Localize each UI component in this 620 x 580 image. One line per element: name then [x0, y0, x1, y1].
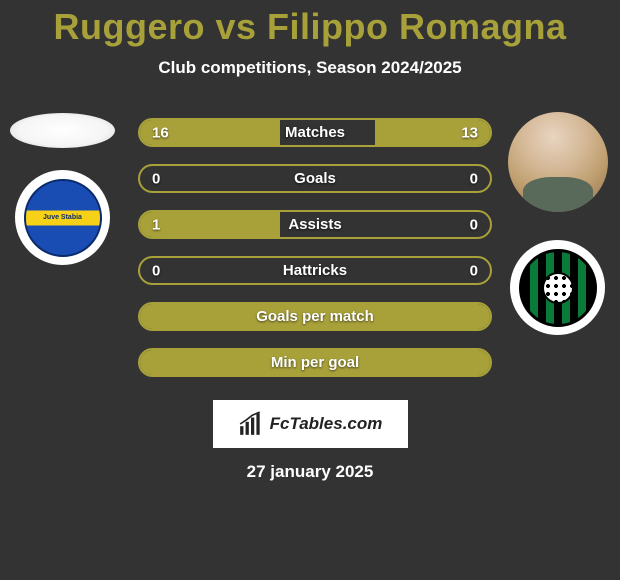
stat-bar: 0 0 Goals: [138, 164, 492, 193]
stat-fill-left: [140, 212, 280, 237]
stat-value-left: 1: [152, 216, 160, 233]
stat-bars: 16 13 Matches 0 0 Goals 1 0 Assists 0 0 Hattricks Go…: [138, 118, 492, 377]
stat-value-right: 0: [470, 216, 478, 233]
player-right-club-logo: [510, 240, 605, 335]
stat-value-left: 0: [152, 262, 160, 279]
watermark-badge: FcTables.com: [213, 400, 408, 448]
page-title: Ruggero vs Filippo Romagna: [0, 0, 620, 48]
stat-value-left: 16: [152, 124, 169, 141]
left-player-column: [5, 108, 120, 265]
stat-value-right: 0: [470, 262, 478, 279]
stat-label: Assists: [288, 216, 341, 233]
stat-label: Goals per match: [256, 308, 374, 325]
stat-label: Min per goal: [271, 354, 359, 371]
stat-bar: 16 13 Matches: [138, 118, 492, 147]
stat-value-right: 13: [461, 124, 478, 141]
bar-chart-icon: [238, 411, 264, 437]
stat-bar: Goals per match: [138, 302, 492, 331]
player-right-photo: [508, 112, 608, 212]
right-player-column: [500, 108, 615, 335]
comparison-panel: 16 13 Matches 0 0 Goals 1 0 Assists 0 0 Hattricks Go…: [0, 108, 620, 388]
stat-bar: 0 0 Hattricks: [138, 256, 492, 285]
sassuolo-crest-icon: [519, 249, 597, 327]
stat-bar: 1 0 Assists: [138, 210, 492, 239]
juve-stabia-crest-icon: [24, 179, 102, 257]
stat-bar: Min per goal: [138, 348, 492, 377]
stat-label: Goals: [294, 170, 336, 187]
subtitle: Club competitions, Season 2024/2025: [0, 58, 620, 78]
stat-label: Matches: [285, 124, 345, 141]
stat-label: Hattricks: [283, 262, 347, 279]
player-left-photo: [10, 113, 115, 148]
stat-value-right: 0: [470, 170, 478, 187]
player-left-club-logo: [15, 170, 110, 265]
watermark-text: FcTables.com: [270, 414, 383, 434]
stat-value-left: 0: [152, 170, 160, 187]
date-label: 27 january 2025: [0, 462, 620, 482]
